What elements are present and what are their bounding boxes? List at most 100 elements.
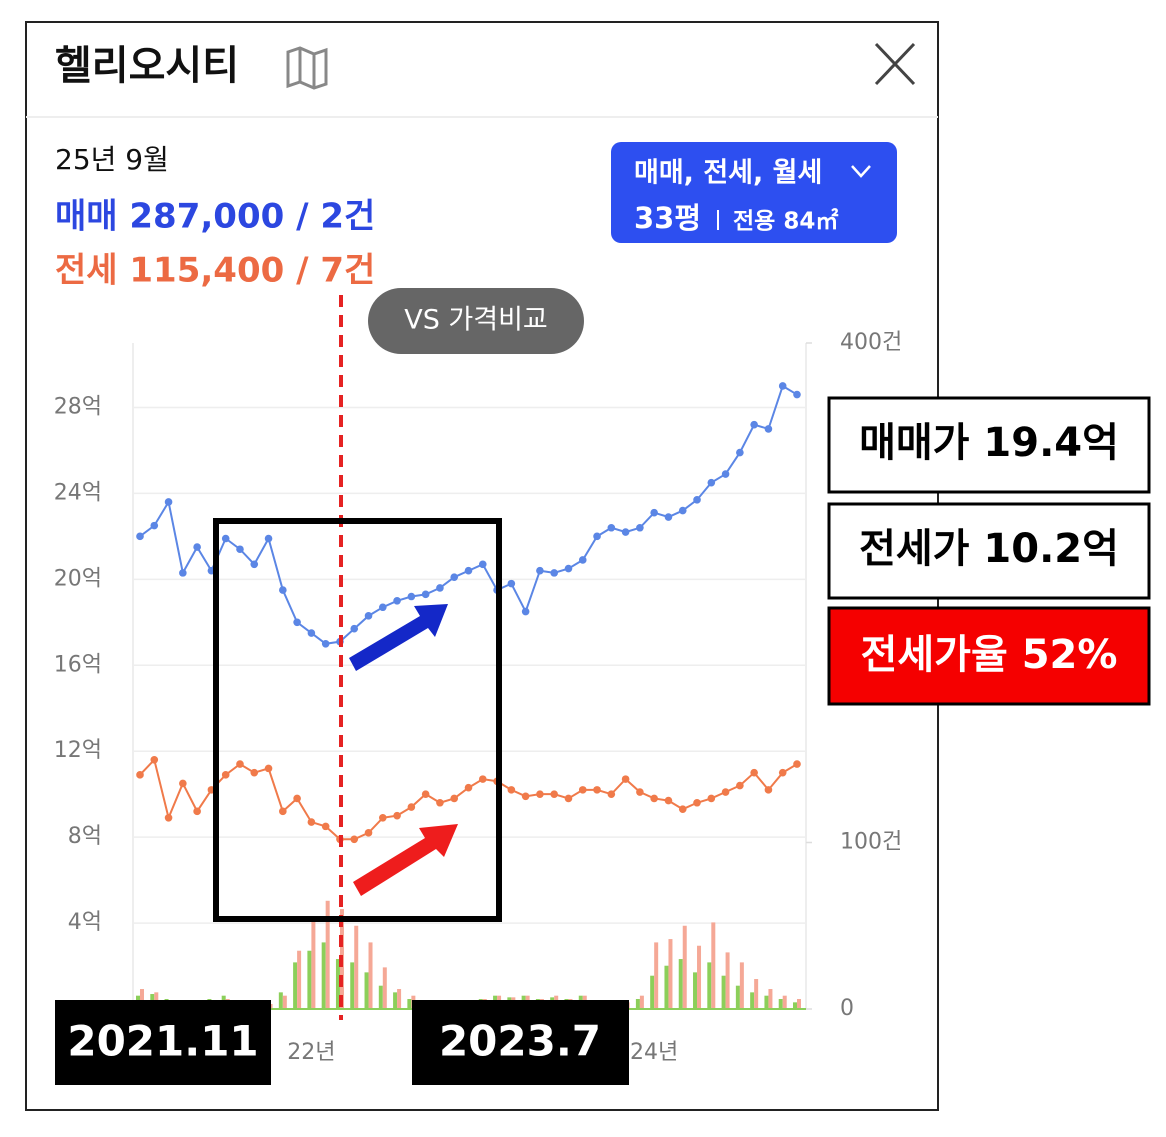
volume-bar xyxy=(654,942,659,1009)
arrow-blue xyxy=(349,604,448,671)
y-tick-label: 28억 xyxy=(54,394,102,419)
price-point xyxy=(593,786,601,794)
price-point xyxy=(650,508,658,517)
price-point xyxy=(436,584,444,592)
price-point xyxy=(778,768,787,777)
price-point xyxy=(150,755,159,764)
price-point xyxy=(721,470,730,478)
annotation-box xyxy=(827,396,1151,494)
price-point xyxy=(664,796,673,805)
price-point xyxy=(736,448,744,457)
filter-area: 전용 84㎡ xyxy=(733,208,838,235)
volume-bar xyxy=(397,989,402,1009)
y-tick-label: 16억 xyxy=(54,652,102,677)
price-point xyxy=(521,792,530,801)
x-tick-label: 24년 xyxy=(630,1040,678,1065)
price-point xyxy=(364,612,373,620)
volume-bar xyxy=(750,992,755,1009)
y-tick-label: 8억 xyxy=(68,824,102,849)
annotation-jeonse-price: 전세가 10.2억 xyxy=(859,526,1119,572)
price-point xyxy=(279,586,287,594)
y2-tick-label: 100건 xyxy=(840,830,902,855)
price-point xyxy=(636,523,644,532)
compare-button[interactable]: VS 가격비교 xyxy=(368,288,584,354)
price-point xyxy=(179,779,187,788)
price-point xyxy=(507,786,516,794)
price-point xyxy=(293,794,301,803)
price-point xyxy=(236,760,244,768)
price-point xyxy=(250,560,259,569)
price-point xyxy=(521,607,530,616)
price-point xyxy=(450,573,459,581)
volume-bar xyxy=(278,992,283,1009)
price-point xyxy=(678,506,687,515)
filter-size: 33평 xyxy=(634,201,701,235)
price-point xyxy=(507,579,516,588)
price-point xyxy=(464,566,473,575)
volume-bar xyxy=(311,917,316,1009)
price-point xyxy=(721,788,730,796)
close-button[interactable] xyxy=(874,42,916,86)
price-point xyxy=(693,496,701,504)
price-point xyxy=(421,590,430,599)
price-point xyxy=(736,781,744,790)
volume-bar xyxy=(282,995,287,1009)
highlight-box xyxy=(213,518,502,922)
volume-bar xyxy=(768,989,773,1009)
summary-sale: 매매 287,000 / 2건 xyxy=(55,197,375,237)
price-point xyxy=(393,597,401,605)
price-point xyxy=(564,794,573,803)
x-tick-label: 22년 xyxy=(287,1040,335,1065)
compare-label: VS 가격비교 xyxy=(404,305,548,336)
price-point xyxy=(179,569,187,577)
filter-types: 매매, 전세, 월세 xyxy=(634,158,822,189)
map-icon[interactable] xyxy=(286,46,328,90)
volume-bar xyxy=(293,962,298,1009)
y-tick-label: 12억 xyxy=(54,738,102,763)
volume-bar xyxy=(725,952,730,1009)
price-point xyxy=(193,807,201,816)
volume-bar xyxy=(407,999,412,1009)
y-tick-label: 24억 xyxy=(54,480,102,505)
y2-tick-label: 0 xyxy=(840,996,854,1021)
chevron xyxy=(851,165,871,178)
volume-bar xyxy=(297,950,302,1009)
y-tick-label: 4억 xyxy=(68,910,102,935)
volume-bar xyxy=(754,979,759,1009)
volume-bar xyxy=(635,999,640,1009)
price-point xyxy=(364,829,373,837)
volume-bar xyxy=(368,942,373,1009)
y2-tick-label: 400건 xyxy=(840,330,902,355)
plot: 4억 8억 12억 16억 20억 24억 28억 0 100건 400건 22년 24년 xyxy=(54,330,902,1065)
volume-bar xyxy=(707,962,712,1009)
volume-bar xyxy=(697,945,702,1009)
volume-bar xyxy=(140,989,144,1009)
volume-bar xyxy=(693,972,698,1009)
annotation-sale-price: 매매가 19.4억 xyxy=(859,420,1119,466)
price-point xyxy=(264,764,273,773)
price-point xyxy=(764,425,773,433)
title: 헬리오시티 xyxy=(55,43,239,89)
annotation-box xyxy=(55,1000,271,1085)
price-point xyxy=(450,794,459,803)
price-point xyxy=(250,768,259,777)
price-point xyxy=(764,786,773,794)
price-point xyxy=(793,760,801,768)
volume-bar xyxy=(325,900,330,1009)
price-point xyxy=(307,818,316,826)
price-point xyxy=(593,532,601,541)
price-point xyxy=(621,775,630,783)
price-point xyxy=(678,805,687,813)
price-point xyxy=(707,794,716,803)
price-point xyxy=(621,528,630,536)
volume-bar xyxy=(678,959,683,1009)
volume-bar xyxy=(321,942,326,1009)
price-point xyxy=(407,592,416,601)
volume-bar xyxy=(782,995,787,1009)
filter-dropdown[interactable]: 매매, 전세, 월세 33평 전용 84㎡ xyxy=(611,142,897,243)
price-point xyxy=(778,382,787,390)
price-point xyxy=(578,786,587,794)
price-point xyxy=(293,618,301,627)
price-point xyxy=(236,545,244,554)
